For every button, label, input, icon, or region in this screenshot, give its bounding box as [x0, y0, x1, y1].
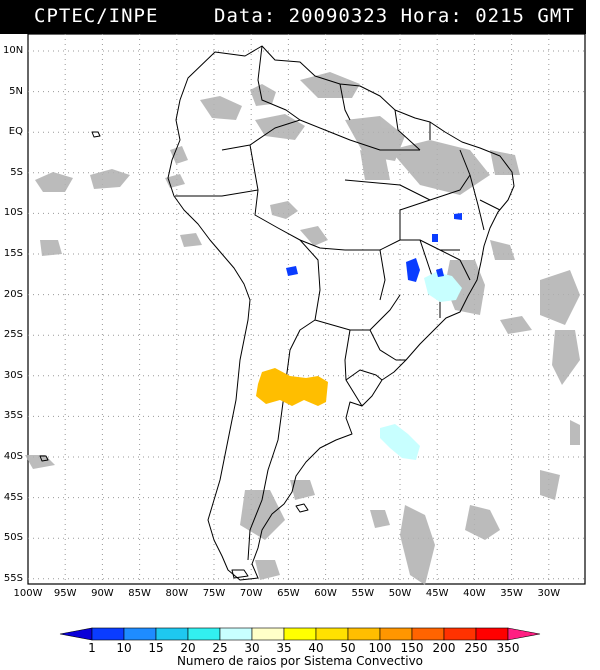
colorbar-tick-label: 150 — [400, 641, 424, 655]
colorbar-tick-label: 50 — [340, 641, 356, 655]
bahia-system — [454, 213, 462, 220]
colorbar-swatch — [347, 627, 381, 641]
colorbar-tick-label: 250 — [464, 641, 488, 655]
lon-label: 60W — [314, 588, 337, 599]
colorbar-swatch — [59, 627, 93, 641]
lat-label: 35S — [3, 410, 23, 422]
lat-label: 10N — [3, 45, 24, 56]
colorbar-tick-label: 15 — [148, 641, 164, 655]
lon-label: 55W — [351, 588, 375, 599]
lat-label: 5S — [10, 166, 23, 178]
small-system-a — [436, 268, 444, 277]
lat-label: 20S — [3, 288, 23, 300]
colorbar-swatch — [283, 627, 317, 641]
lon-label: 80W — [165, 588, 189, 599]
lat-label: 30S — [3, 369, 23, 381]
lon-label: 75W — [202, 588, 226, 599]
colorbar-swatch — [219, 627, 253, 641]
lat-label: 5N — [9, 85, 23, 97]
colorbar-swatch — [187, 627, 221, 641]
colorbar-tick-label: 30 — [244, 641, 260, 655]
lat-label: 25S — [3, 329, 23, 341]
argentina-large-system — [256, 368, 328, 406]
colorbar-swatch — [251, 627, 285, 641]
lat-label: EQ — [8, 126, 23, 138]
colorbar-title: Numero de raios por Sistema Convectivo — [176, 654, 424, 668]
colorbar-tick-label: 200 — [432, 641, 456, 655]
lat-label: 15S — [3, 248, 23, 259]
lon-label: 30W — [537, 588, 561, 599]
map-frame — [27, 33, 586, 585]
colorbar-tick-label: 20 — [180, 641, 196, 655]
lon-label: 90W — [91, 588, 114, 599]
date-time-title: Data: 20090323 Hora: 0215 GMT — [214, 5, 575, 27]
lon-label: 100W — [13, 588, 43, 599]
sa-coast-system — [380, 424, 420, 460]
colorbar-swatch — [155, 627, 189, 641]
source-title: CPTEC/INPE — [34, 5, 159, 27]
colorbar-tick-label: 35 — [276, 641, 292, 655]
central-brazil-system — [406, 258, 420, 282]
lon-label: 35W — [500, 588, 523, 599]
lon-label: 40W — [463, 588, 486, 599]
minas-system — [424, 272, 462, 302]
lat-label: 40S — [3, 451, 23, 462]
lat-label: 45S — [3, 491, 23, 503]
colorbar-swatch — [315, 627, 349, 641]
lon-label: 95W — [53, 588, 77, 599]
colorbar-swatch — [443, 627, 477, 641]
header-bar: CPTEC/INPE Data: 20090323 Hora: 0215 GMT — [0, 0, 586, 34]
colorbar — [59, 627, 541, 641]
colorbar-tick-label: 25 — [212, 641, 228, 655]
colorbar-swatch — [91, 627, 125, 641]
lat-label: 10S — [3, 207, 23, 219]
lat-label: 50S — [3, 532, 23, 544]
colorbar-swatch — [379, 627, 413, 641]
bolivia-system — [286, 266, 298, 276]
colorbar-swatch — [475, 627, 509, 641]
lat-label: 55S — [3, 572, 23, 584]
colorbar-tick-label: 40 — [308, 641, 324, 655]
convective-systems — [256, 213, 462, 460]
lon-label: 50W — [388, 588, 412, 599]
colorbar-tick-label: 10 — [116, 641, 132, 655]
colorbar-tick-label: 350 — [496, 641, 520, 655]
colorbar-swatch — [507, 627, 541, 641]
lon-label: 65W — [277, 588, 300, 599]
colorbar-tick-label: 1 — [88, 641, 96, 655]
colorbar-tick-label: 100 — [368, 641, 392, 655]
lon-label: 45W — [425, 588, 449, 599]
lon-label: 70W — [239, 588, 263, 599]
goias-system — [432, 234, 438, 242]
coastlines-and-borders — [39, 45, 515, 581]
colorbar-swatch — [411, 627, 445, 641]
colorbar-swatch — [123, 627, 157, 641]
lon-label: 85W — [128, 588, 151, 599]
